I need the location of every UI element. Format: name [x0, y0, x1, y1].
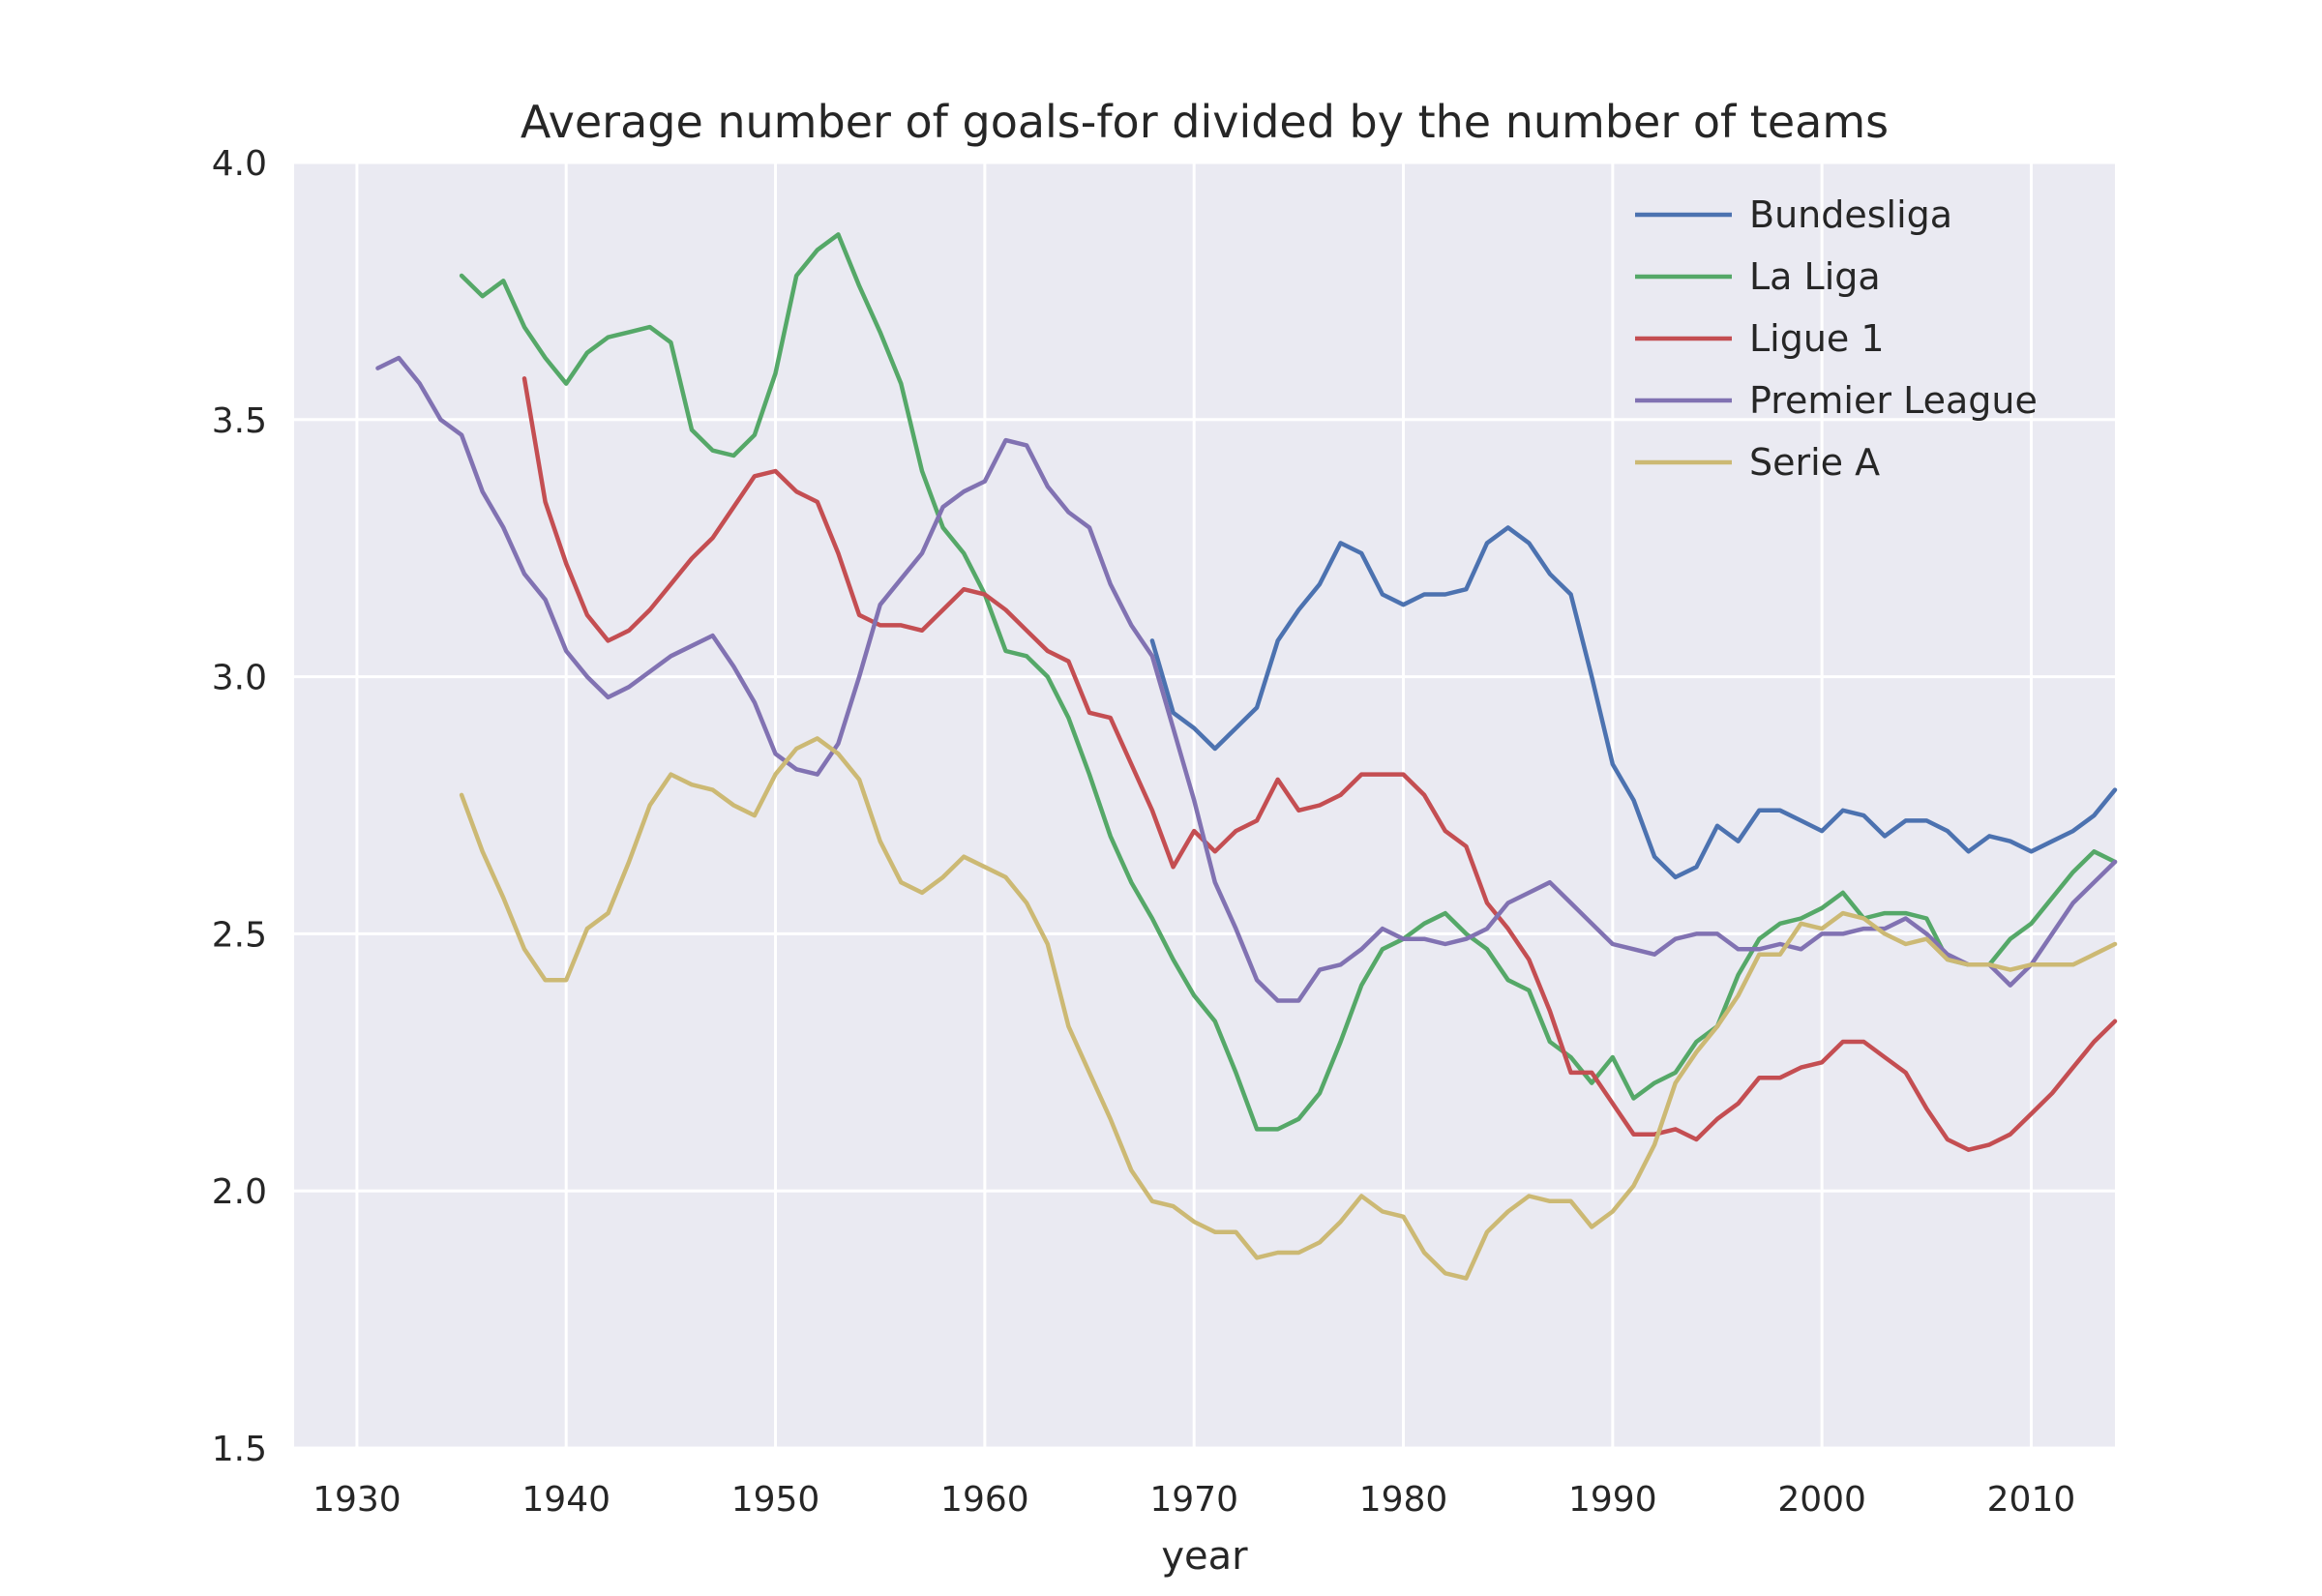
legend-label-bundesliga: Bundesliga — [1749, 193, 1952, 236]
x-tick-label: 1980 — [1359, 1480, 1448, 1520]
y-tick-label: 2.5 — [212, 915, 267, 955]
series-line-serie-a — [459, 736, 2118, 1281]
plot-background — [294, 163, 2115, 1448]
x-tick-label: 1940 — [521, 1480, 610, 1520]
x-tick-label: 1970 — [1149, 1480, 1238, 1520]
series-line-ligue-1 — [521, 376, 2118, 1152]
y-tick-label: 4.0 — [212, 144, 267, 184]
legend-label-ligue-1: Ligue 1 — [1749, 317, 1885, 360]
series-lines — [375, 232, 2118, 1281]
series-line-premier-league — [375, 355, 2118, 1003]
x-tick-labels: 1930 1940 1950 1960 1970 1980 1990 2000 2010 — [313, 1480, 2075, 1520]
y-tick-label: 2.0 — [212, 1172, 267, 1212]
x-tick-label: 1990 — [1568, 1480, 1657, 1520]
chart-title: Average number of goals-for divided by t… — [521, 96, 1889, 148]
legend-label-serie-a: Serie A — [1749, 441, 1880, 484]
x-tick-label: 1950 — [731, 1480, 820, 1520]
x-tick-label: 2000 — [1777, 1480, 1866, 1520]
x-tick-label: 1930 — [313, 1480, 402, 1520]
x-tick-label: 2010 — [1987, 1480, 2076, 1520]
series-line-la-liga — [459, 232, 2118, 1132]
legend-label-la-liga: La Liga — [1749, 255, 1881, 298]
y-tick-label: 3.5 — [212, 401, 267, 441]
y-tick-label: 3.0 — [212, 659, 267, 698]
x-axis-label: year — [1161, 1534, 1248, 1579]
x-tick-label: 1960 — [940, 1480, 1029, 1520]
legend-label-premier-league: Premier League — [1749, 379, 2038, 422]
y-tick-labels: 1.5 2.0 2.5 3.0 3.5 4.0 — [212, 144, 267, 1469]
y-tick-label: 1.5 — [212, 1430, 267, 1469]
series-line-bundesliga — [1149, 525, 2118, 880]
legend: Bundesliga La Liga Ligue 1 Premier League Se… — [1635, 193, 2038, 484]
